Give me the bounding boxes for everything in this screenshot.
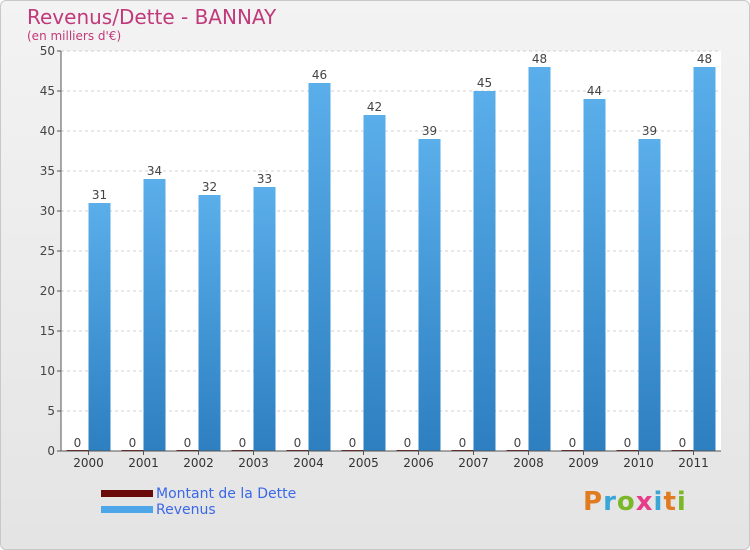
data-label-revenus: 45 xyxy=(477,76,492,90)
bar-revenus xyxy=(693,67,716,451)
data-label-dette: 0 xyxy=(404,436,412,450)
x-tick-label: 2003 xyxy=(238,456,269,470)
grid-lines xyxy=(61,50,721,452)
data-label-revenus: 46 xyxy=(312,68,327,82)
bars: 31 0 34 0 32 0 33 0 46 0 42 0 39 0 45 0 48 0 44 0 39 0 48 0 xyxy=(66,52,716,451)
chart-subtitle: (en milliers d'€) xyxy=(27,29,122,43)
x-tick-label: 2010 xyxy=(623,456,654,470)
y-tick-label: 0 xyxy=(47,444,55,458)
y-axis: 0 5 10 15 20 25 30 35 40 45 50 xyxy=(40,44,62,458)
x-tick-label: 2011 xyxy=(678,456,709,470)
x-tick-label: 2009 xyxy=(568,456,599,470)
data-label-revenus: 31 xyxy=(92,188,107,202)
data-label-revenus: 48 xyxy=(532,52,547,66)
bar-revenus xyxy=(198,195,221,451)
data-label-revenus: 44 xyxy=(587,84,602,98)
data-label-revenus: 39 xyxy=(642,124,657,138)
x-tick-label: 2007 xyxy=(458,456,489,470)
bar-revenus xyxy=(473,91,496,451)
data-label-revenus: 33 xyxy=(257,172,272,186)
data-label-dette: 0 xyxy=(74,436,82,450)
y-tick-label: 20 xyxy=(40,284,55,298)
y-tick-label: 15 xyxy=(40,324,55,338)
data-label-dette: 0 xyxy=(514,436,522,450)
y-tick-label: 30 xyxy=(40,204,55,218)
y-tick-label: 5 xyxy=(47,404,55,418)
y-tick-label: 10 xyxy=(40,364,55,378)
data-label-dette: 0 xyxy=(294,436,302,450)
x-tick-label: 2000 xyxy=(73,456,104,470)
y-tick-label: 50 xyxy=(40,44,55,58)
y-tick-label: 45 xyxy=(40,84,55,98)
bar-revenus xyxy=(363,115,386,451)
bar-revenus xyxy=(253,187,276,451)
bar-revenus xyxy=(583,99,606,451)
x-tick-label: 2006 xyxy=(403,456,434,470)
data-label-dette: 0 xyxy=(349,436,357,450)
legend-swatch-revenus xyxy=(101,506,153,513)
data-label-dette: 0 xyxy=(129,436,137,450)
data-label-revenus: 48 xyxy=(697,52,712,66)
x-axis: 2000 2001 2002 2003 2004 2005 2006 2007 2008 2009… xyxy=(61,450,721,470)
data-label-dette: 0 xyxy=(624,436,632,450)
y-tick-label: 40 xyxy=(40,124,55,138)
bar-revenus xyxy=(308,83,331,451)
data-label-revenus: 32 xyxy=(202,180,217,194)
x-tick-label: 2002 xyxy=(183,456,214,470)
data-label-dette: 0 xyxy=(569,436,577,450)
legend-label-dette: Montant de la Dette xyxy=(156,486,297,502)
bar-revenus xyxy=(143,179,166,451)
y-tick-label: 25 xyxy=(40,244,55,258)
data-label-revenus: 39 xyxy=(422,124,437,138)
x-tick-label: 2004 xyxy=(293,456,324,470)
data-label-dette: 0 xyxy=(239,436,247,450)
data-label-revenus: 34 xyxy=(147,164,162,178)
data-label-dette: 0 xyxy=(679,436,687,450)
data-label-revenus: 42 xyxy=(367,100,382,114)
y-tick-label: 35 xyxy=(40,164,55,178)
bar-revenus xyxy=(528,67,551,451)
proxiti-logo: Proxiti xyxy=(583,487,687,517)
x-tick-label: 2008 xyxy=(513,456,544,470)
legend-label-revenus: Revenus xyxy=(156,502,216,518)
x-tick-label: 2005 xyxy=(348,456,379,470)
x-tick-label: 2001 xyxy=(128,456,159,470)
legend-swatch-dette xyxy=(101,490,153,497)
data-label-dette: 0 xyxy=(459,436,467,450)
chart-title: Revenus/Dette - BANNAY xyxy=(27,5,277,29)
bar-revenus xyxy=(418,139,441,451)
bar-revenus xyxy=(88,203,111,451)
bar-revenus xyxy=(638,139,661,451)
data-label-dette: 0 xyxy=(184,436,192,450)
